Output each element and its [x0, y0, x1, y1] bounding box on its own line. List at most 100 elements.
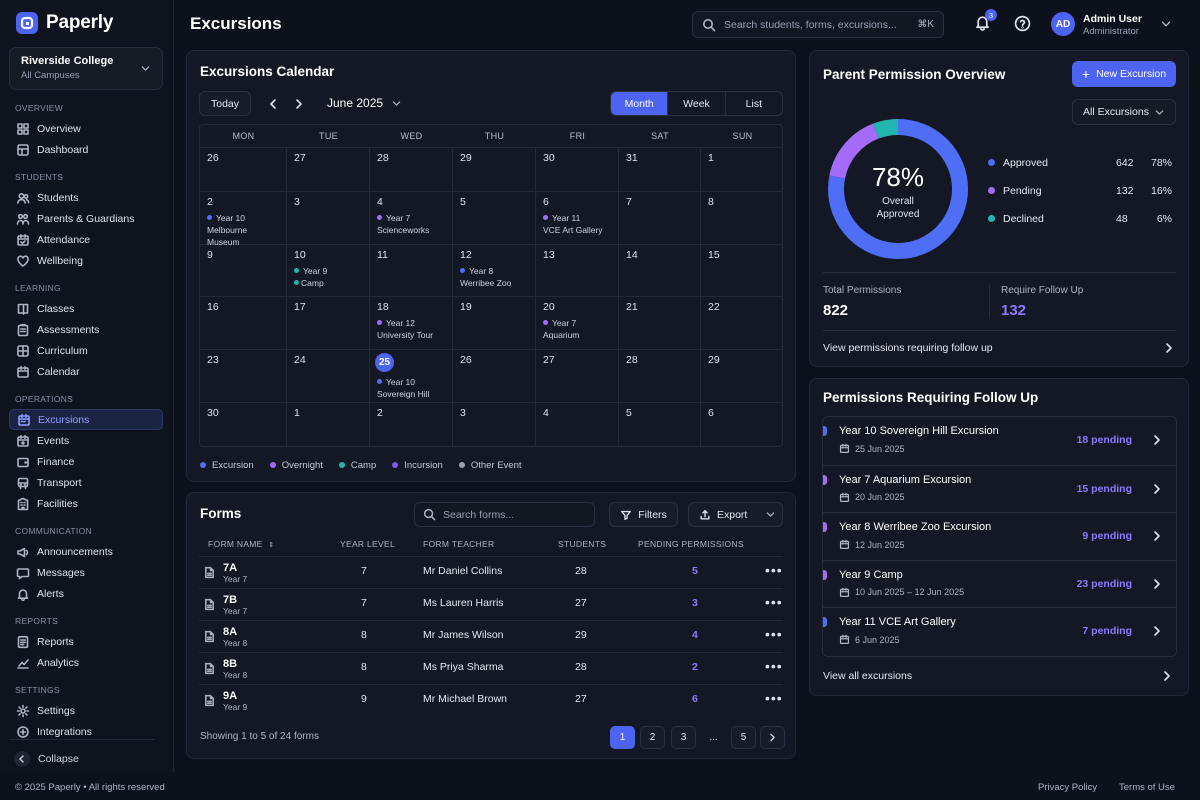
calendar-event[interactable]: Year 10 Melbourne Museum — [207, 212, 279, 248]
table-row[interactable]: 7B Year 7 7 Ms Lauren Harris 27 3 ••• — [199, 588, 783, 620]
calendar-day[interactable]: 30 — [200, 403, 287, 446]
form-name[interactable]: 7B — [223, 594, 238, 606]
follow-up-item[interactable]: Year 9 Camp 10 Jun 2025 – 12 Jun 2025 23 p… — [823, 559, 1176, 607]
calendar-day[interactable]: 4 — [536, 403, 619, 446]
global-search[interactable]: ⌘K — [692, 11, 944, 38]
sidebar-item-announcements[interactable]: Announcements — [9, 541, 163, 562]
sidebar-item-classes[interactable]: Classes — [9, 298, 163, 319]
follow-up-item[interactable]: Year 7 Aquarium Excursion 20 Jun 2025 15 p… — [823, 464, 1176, 512]
chevron-right-icon[interactable] — [1160, 669, 1174, 683]
calendar-day[interactable]: 5 — [619, 403, 701, 446]
calendar-day[interactable]: 28 — [619, 350, 701, 403]
sidebar-item-curriculum[interactable]: Curriculum — [9, 340, 163, 361]
calendar-day[interactable]: 8 — [701, 192, 782, 245]
calendar-day[interactable]: 21 — [619, 297, 701, 350]
forms-search-input[interactable] — [443, 508, 586, 521]
collapse-sidebar-button[interactable]: Collapse — [14, 751, 79, 767]
user-avatar[interactable]: AD — [1051, 12, 1075, 36]
sidebar-item-transport[interactable]: Transport — [9, 472, 163, 493]
calendar-day[interactable]: 27 — [287, 148, 370, 192]
global-search-input[interactable] — [724, 18, 910, 31]
sidebar-item-students[interactable]: Students — [9, 187, 163, 208]
form-name[interactable]: 9A — [223, 690, 238, 702]
calendar-day[interactable]: 9 — [200, 245, 287, 297]
calendar-event[interactable]: Year 10 Sovereign Hill — [377, 376, 445, 400]
org-switcher[interactable]: Riverside College All Campuses — [9, 47, 163, 90]
calendar-day[interactable]: 2 — [370, 403, 453, 446]
calendar-day[interactable]: 27 — [536, 350, 619, 403]
view-week-button[interactable]: Week — [667, 92, 724, 115]
today-button[interactable]: Today — [199, 91, 251, 116]
sidebar-item-assessments[interactable]: Assessments — [9, 319, 163, 340]
sidebar-item-facilities[interactable]: Facilities — [9, 493, 163, 514]
sidebar-item-calendar[interactable]: Calendar — [9, 361, 163, 382]
calendar-day[interactable]: 20 Year 7 Aquarium — [536, 297, 619, 350]
form-name[interactable]: 8A — [223, 626, 238, 638]
sidebar-item-settings[interactable]: Settings — [9, 700, 163, 721]
calendar-event[interactable]: Year 8 Werribee Zoo — [460, 265, 528, 289]
next-page-button[interactable] — [760, 726, 785, 749]
calendar-event[interactable]: Year 9 Camp — [294, 265, 362, 289]
calendar-day[interactable]: 2 Year 10 Melbourne Museum — [200, 192, 287, 248]
form-name[interactable]: 8B — [223, 658, 238, 670]
calendar-day[interactable]: 6 Year 11 VCE Art Gallery — [536, 192, 619, 245]
calendar-event[interactable]: Year 7 Scienceworks — [377, 212, 445, 236]
month-selector[interactable]: June 2025 — [327, 96, 402, 110]
forms-search[interactable] — [414, 502, 595, 527]
table-row[interactable]: 8B Year 8 8 Ms Priya Sharma 28 2 ••• — [199, 652, 783, 684]
view-list-button[interactable]: List — [724, 92, 782, 115]
more-options-icon[interactable]: ••• — [765, 562, 783, 578]
calendar-day[interactable]: 19 — [453, 297, 536, 350]
sidebar-item-excursions[interactable]: Excursions — [9, 409, 163, 430]
chevron-down-icon[interactable] — [1160, 18, 1172, 30]
calendar-day[interactable]: 24 — [287, 350, 370, 403]
chevron-left-icon[interactable] — [266, 97, 280, 111]
view-all-excursions-link[interactable]: View all excursions — [823, 670, 912, 682]
help-button[interactable] — [1014, 15, 1031, 32]
excursion-filter-select[interactable]: All Excursions — [1072, 99, 1176, 125]
calendar-day[interactable]: 26 — [200, 148, 287, 192]
col-form-name[interactable]: FORM NAME ⇕ — [208, 539, 275, 549]
sidebar-item-attendance[interactable]: Attendance — [9, 229, 163, 250]
calendar-day[interactable]: 11 — [370, 245, 453, 297]
sidebar-item-integrations[interactable]: Integrations — [9, 721, 163, 742]
calendar-day[interactable]: 5 — [453, 192, 536, 245]
calendar-day[interactable]: 18 Year 12 University Tour — [370, 297, 453, 350]
sidebar-item-parents-guardians[interactable]: Parents & Guardians — [9, 208, 163, 229]
follow-up-item[interactable]: Year 8 Werribee Zoo Excursion 12 Jun 2025… — [823, 512, 1176, 559]
calendar-day[interactable]: 10 Year 9 Camp — [287, 245, 370, 297]
calendar-day[interactable]: 13 — [536, 245, 619, 297]
calendar-day[interactable]: 3 — [287, 192, 370, 245]
sidebar-item-overview[interactable]: Overview — [9, 118, 163, 139]
more-options-icon[interactable]: ••• — [765, 658, 783, 674]
calendar-day[interactable]: 6 — [701, 403, 782, 446]
app-logo[interactable]: Paperly — [16, 12, 113, 34]
calendar-day[interactable]: 28 — [370, 148, 453, 192]
calendar-day[interactable]: 4 Year 7 Scienceworks — [370, 192, 453, 245]
sidebar-item-alerts[interactable]: Alerts — [9, 583, 163, 604]
calendar-day[interactable]: 31 — [619, 148, 701, 192]
calendar-day[interactable]: 7 — [619, 192, 701, 245]
sidebar-item-wellbeing[interactable]: Wellbeing — [9, 250, 163, 271]
page-button[interactable]: 2 — [640, 726, 665, 749]
sidebar-item-dashboard[interactable]: Dashboard — [9, 139, 163, 160]
calendar-day[interactable]: 26 — [453, 350, 536, 403]
calendar-event[interactable]: Year 7 Aquarium — [543, 317, 611, 341]
sidebar-item-analytics[interactable]: Analytics — [9, 652, 163, 673]
chevron-right-icon[interactable] — [292, 97, 306, 111]
page-button[interactable]: 1 — [610, 726, 635, 749]
sidebar-item-events[interactable]: Events — [9, 430, 163, 451]
follow-up-item[interactable]: Year 10 Sovereign Hill Excursion 25 Jun 2… — [823, 417, 1176, 464]
calendar-day[interactable]: 15 — [701, 245, 782, 297]
sidebar-item-messages[interactable]: Messages — [9, 562, 163, 583]
view-follow-up-link[interactable]: View permissions requiring follow up — [823, 342, 993, 354]
calendar-day[interactable]: 22 — [701, 297, 782, 350]
follow-up-item[interactable]: Year 11 VCE Art Gallery 6 Jun 2025 7 pendi… — [823, 607, 1176, 654]
page-button[interactable]: 3 — [671, 726, 696, 749]
page-button[interactable]: 5 — [731, 726, 756, 749]
terms-of-use-link[interactable]: Terms of Use — [1119, 782, 1175, 793]
user-name[interactable]: Admin User — [1083, 13, 1142, 25]
calendar-day[interactable]: 29 — [453, 148, 536, 192]
more-options-icon[interactable]: ••• — [765, 626, 783, 642]
calendar-day[interactable]: 29 — [701, 350, 782, 403]
